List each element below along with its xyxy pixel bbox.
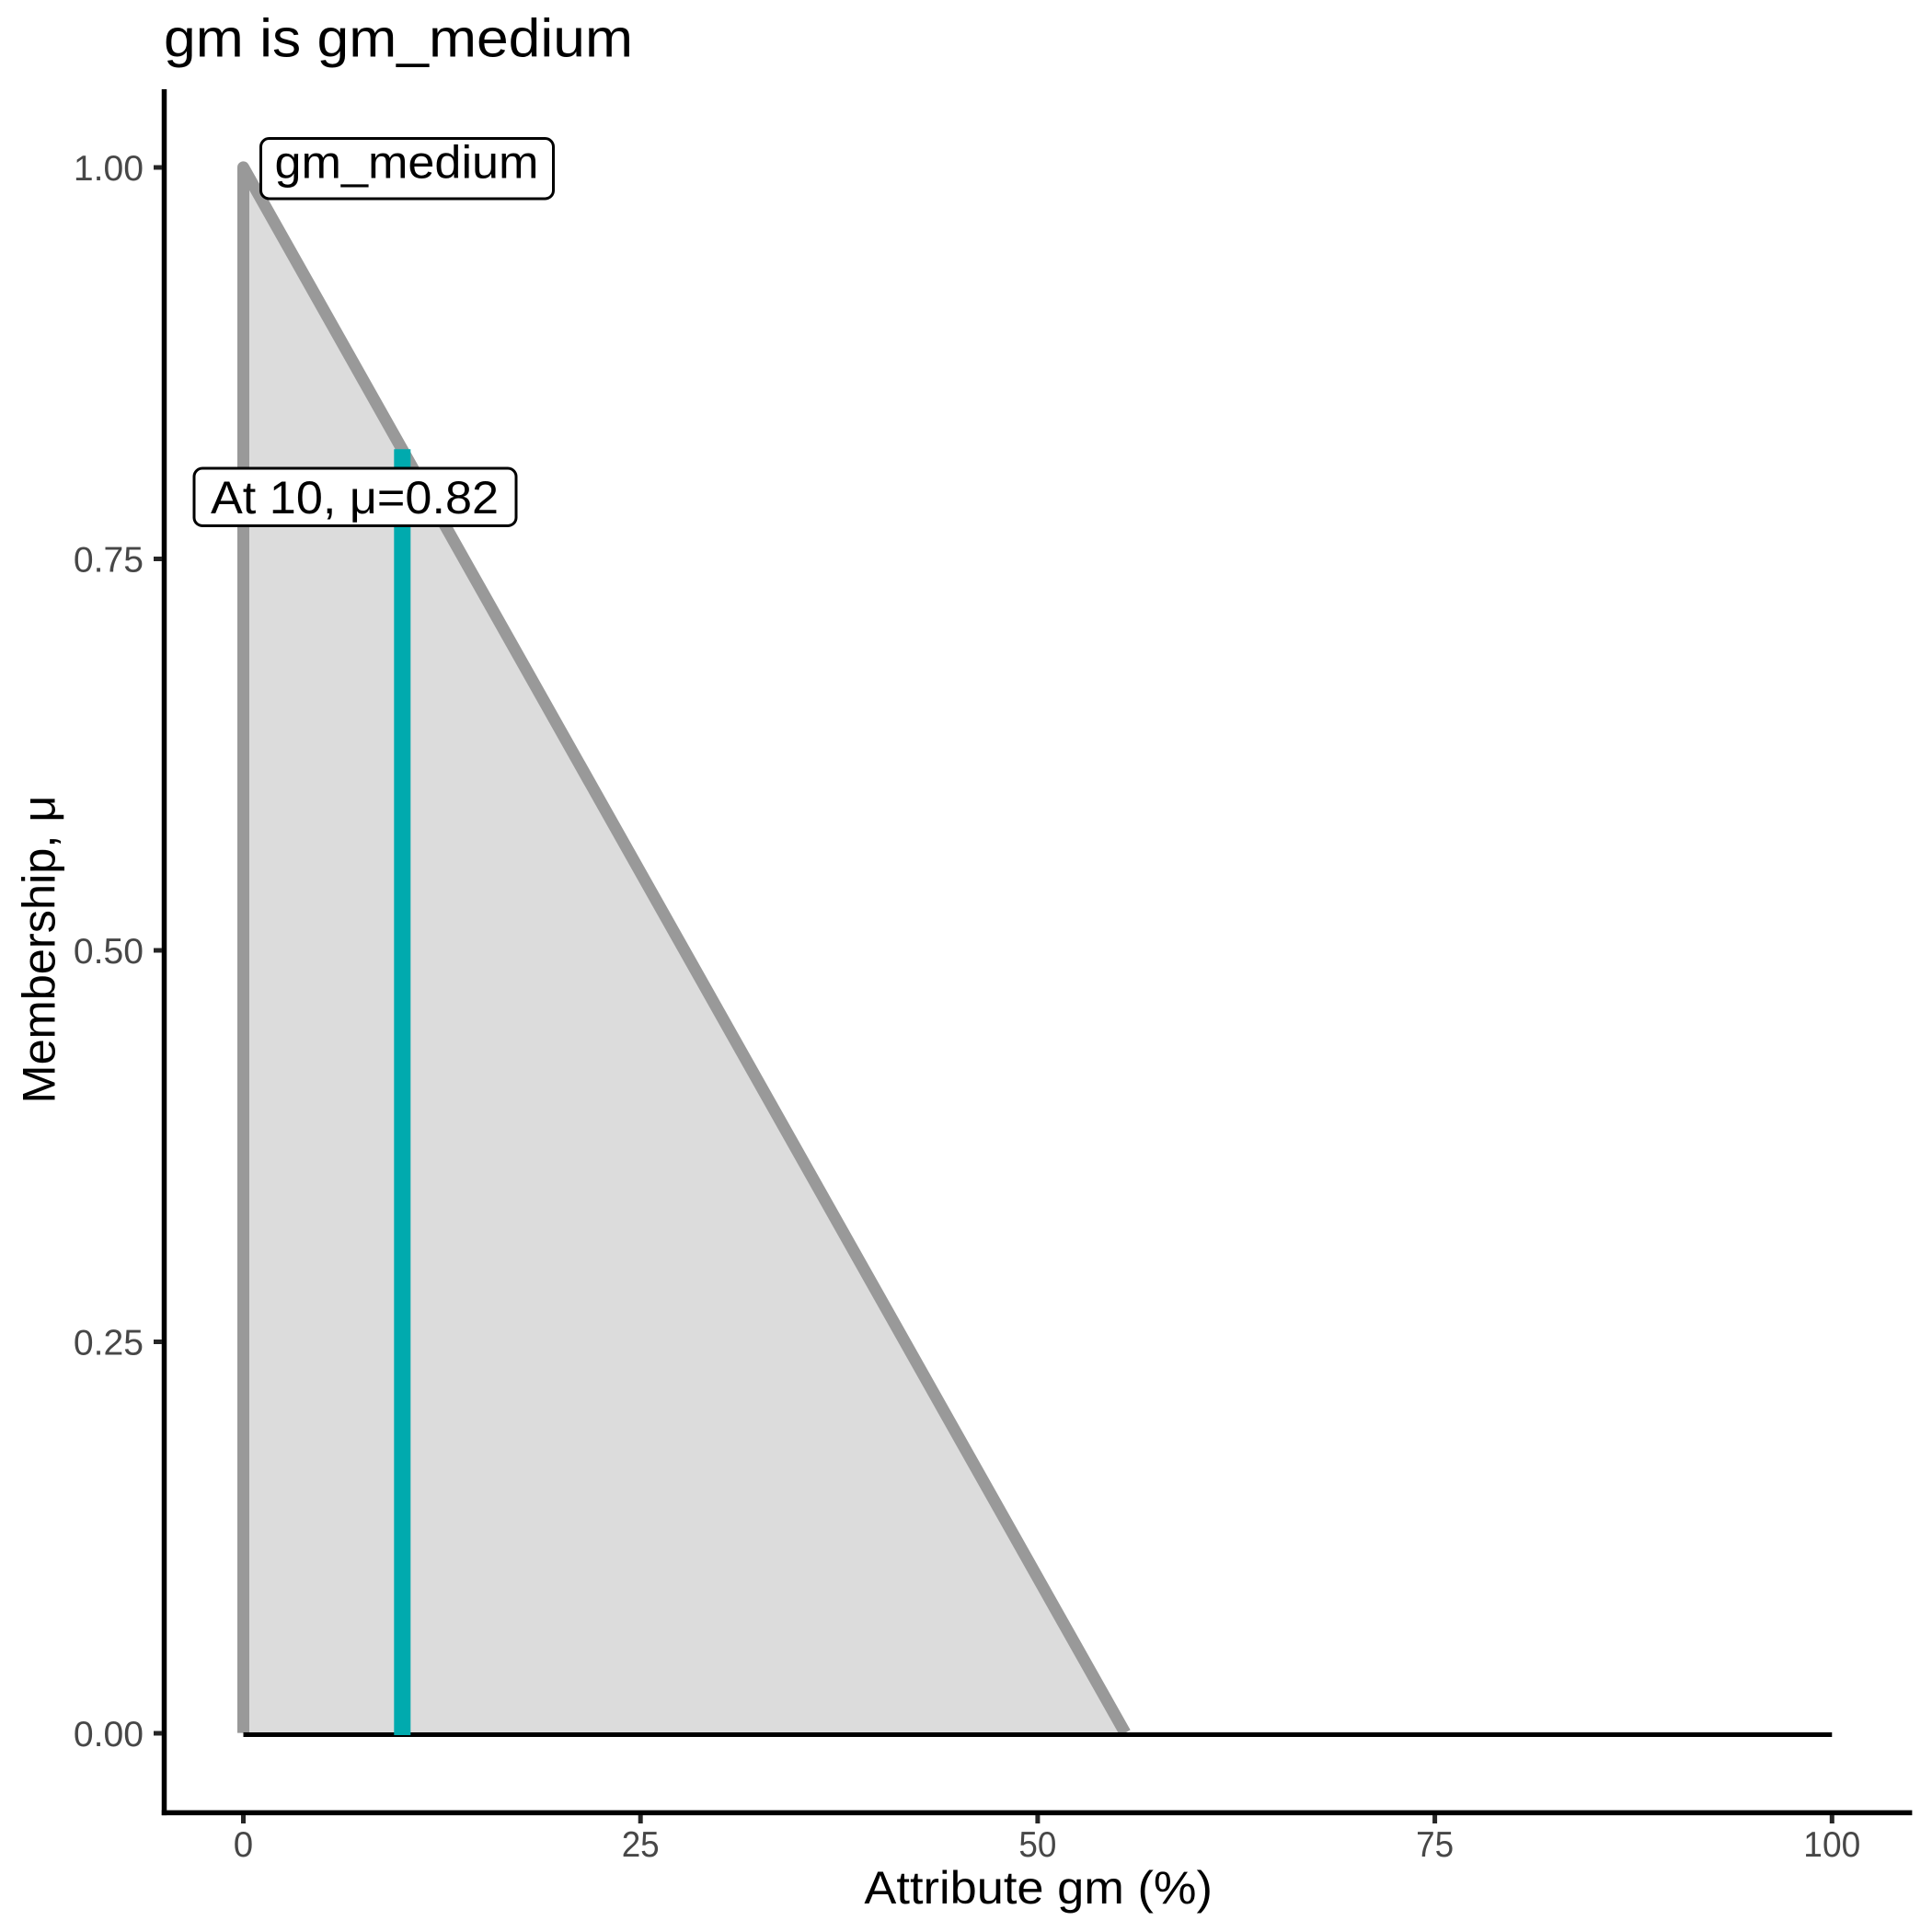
svg-text:Attribute gm (%): Attribute gm (%) [864, 1862, 1213, 1914]
svg-text:75: 75 [1416, 1825, 1454, 1865]
svg-text:1.00: 1.00 [74, 149, 144, 189]
svg-text:0.00: 0.00 [74, 1715, 144, 1754]
svg-text:gm is gm_medium: gm is gm_medium [164, 9, 633, 69]
svg-text:0: 0 [234, 1825, 253, 1865]
svg-text:At 10, μ=0.82: At 10, μ=0.82 [211, 472, 499, 523]
svg-text:100: 100 [1803, 1825, 1860, 1865]
svg-text:Membership, μ: Membership, μ [14, 796, 65, 1104]
svg-text:gm_medium: gm_medium [275, 137, 539, 189]
svg-text:0.50: 0.50 [74, 932, 144, 972]
svg-text:50: 50 [1018, 1825, 1056, 1865]
svg-text:25: 25 [622, 1825, 660, 1865]
svg-text:0.75: 0.75 [74, 541, 144, 581]
svg-text:0.25: 0.25 [74, 1324, 144, 1363]
